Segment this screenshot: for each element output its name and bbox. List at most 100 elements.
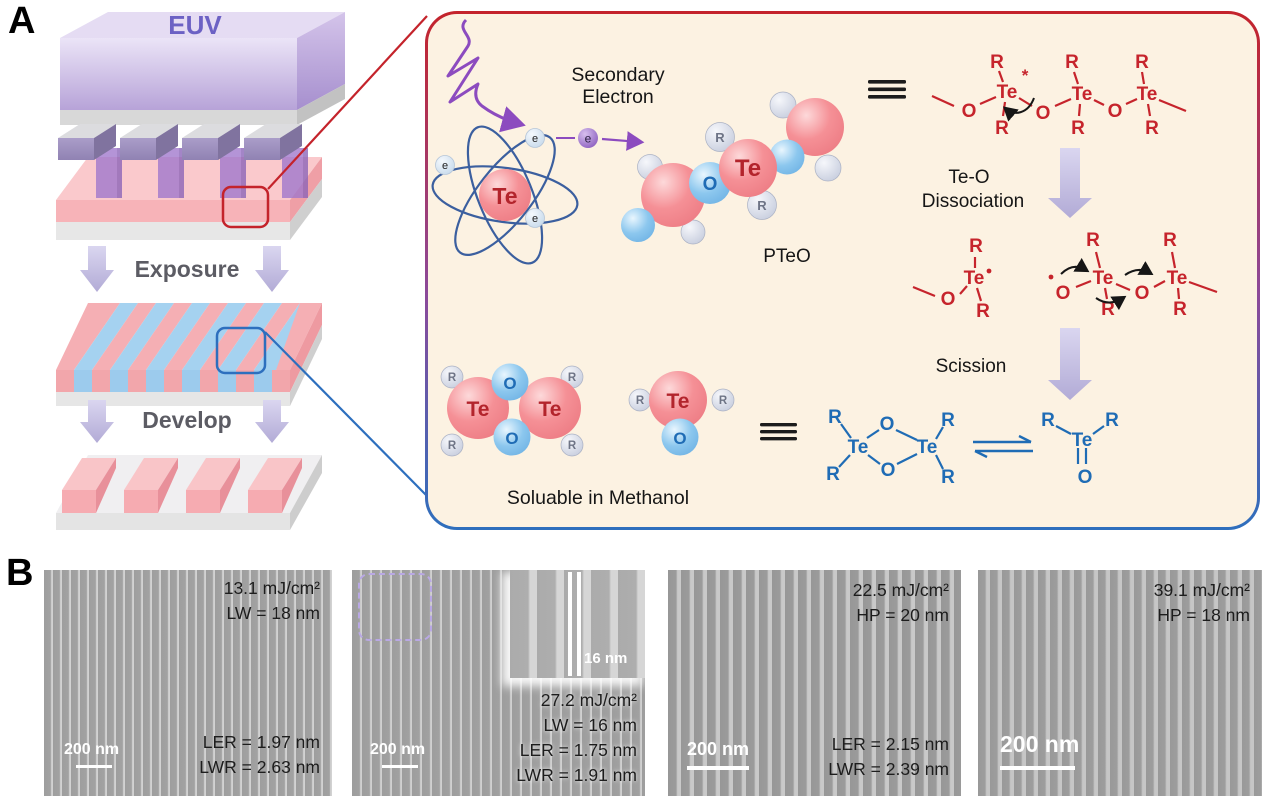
svg-text:O: O	[673, 429, 686, 448]
svg-text:Te: Te	[467, 398, 490, 421]
telluroxide-monomer-structure	[1055, 425, 1105, 464]
svg-text:R: R	[941, 467, 955, 488]
secondary-electron-caption-line1: Secondary	[571, 64, 664, 86]
o-atom-label: O	[703, 174, 718, 195]
litho-process-diagram: EUV Exposure	[56, 10, 428, 530]
svg-text:Te: Te	[917, 437, 938, 458]
pteo-molecule-model: R R O Te	[621, 91, 844, 245]
lwr-label: LWR = 1.91 nm	[516, 765, 637, 785]
dissociated-fragments	[912, 251, 1218, 302]
sem-image-1: 13.1 mJ/cm² LW = 18 nm LER = 1.97 nm LWR…	[44, 570, 332, 796]
orbit	[454, 134, 556, 256]
svg-text:O: O	[1078, 467, 1093, 488]
pteo-polymer-structure	[931, 70, 1187, 117]
dose-label: 22.5 mJ/cm²	[852, 580, 949, 600]
svg-text:O: O	[1056, 283, 1071, 304]
red-callout-line	[267, 15, 428, 190]
soluble-caption: Soluable in Methanol	[507, 487, 689, 509]
svg-text:R: R	[990, 52, 1004, 73]
develop-step: Develop	[80, 400, 289, 443]
develop-arrow-left	[80, 400, 114, 443]
dose-label: 27.2 mJ/cm²	[540, 690, 637, 710]
radical-dot	[1048, 274, 1054, 280]
svg-text:R: R	[448, 372, 457, 384]
orbit	[431, 165, 579, 225]
scale-bar	[76, 765, 112, 768]
svg-text:R: R	[1145, 118, 1159, 139]
orbit	[466, 125, 544, 265]
svg-text:R: R	[1041, 410, 1055, 431]
inset-marker-line	[577, 572, 581, 676]
svg-text:R: R	[1071, 118, 1085, 139]
dimer-atom-labels: R R Te O O Te R R	[826, 407, 955, 488]
dashed-highlight-box	[358, 573, 432, 641]
developed-pattern	[56, 455, 322, 530]
sem1-top-annotations: 13.1 mJ/cm² LW = 18 nm	[224, 576, 320, 626]
blue-callout-line	[264, 331, 428, 497]
telluroxide-dimer-structure	[838, 423, 944, 470]
svg-text:R: R	[568, 440, 577, 452]
exposed-film	[56, 303, 322, 406]
exposure-arrow-right	[255, 246, 289, 292]
scale-bar	[382, 765, 418, 768]
r-group-label: R	[715, 130, 725, 145]
svg-text:Te: Te	[848, 437, 869, 458]
euv-photon-zigzag-arrow	[446, 18, 526, 133]
svg-text:O: O	[505, 429, 518, 448]
sem3-roughness-annotations: LER = 2.15 nm LWR = 2.39 nm	[828, 732, 949, 782]
te-atom: Te e e e	[431, 125, 579, 265]
dissociation-label-line2: Dissociation	[922, 191, 1024, 212]
svg-text:R: R	[448, 440, 457, 452]
red-callout-box	[221, 185, 270, 229]
svg-text:O: O	[941, 289, 956, 310]
svg-text:Te: Te	[539, 398, 562, 421]
dose-label: 39.1 mJ/cm²	[1153, 580, 1250, 600]
svg-text:R: R	[1065, 52, 1079, 73]
scission-down-arrow	[1048, 328, 1092, 400]
electron-label: e	[442, 160, 448, 172]
exposure-step: Exposure	[80, 246, 289, 292]
scale-bar-label: 200 nm	[1000, 731, 1080, 757]
svg-text:O: O	[503, 374, 516, 393]
svg-text:O: O	[880, 414, 895, 435]
scale-bar-group: 200 nm	[370, 741, 425, 768]
scale-bar	[687, 766, 749, 770]
lwr-label: LWR = 2.39 nm	[828, 759, 949, 779]
scale-bar-label: 200 nm	[370, 741, 426, 758]
sem-image-2: 16 nm 27.2 mJ/cm² LW = 16 nm LER = 1.75 …	[352, 570, 645, 796]
ler-label: LER = 2.15 nm	[831, 734, 949, 754]
electron-shift-curved-arrow	[1002, 97, 1035, 122]
svg-text:O: O	[1036, 103, 1051, 124]
svg-text:R: R	[1105, 410, 1119, 431]
scale-bar-group: 200 nm	[1000, 731, 1079, 770]
develop-arrow-right	[255, 400, 289, 443]
pteo-label: PTeO	[763, 246, 811, 267]
excited-star: *	[1022, 66, 1029, 85]
euv-label: EUV	[168, 10, 222, 40]
r-group-label: R	[757, 198, 767, 213]
scale-bar-group: 200 nm	[64, 741, 119, 768]
linewidth-label: LW = 18 nm	[226, 603, 320, 623]
svg-text:R: R	[828, 407, 842, 428]
sem2-annotations: 27.2 mJ/cm² LW = 16 nm LER = 1.75 nm LWR…	[516, 688, 637, 788]
polymer-atom-labels: R R R Te Te Te O O O R R R *	[962, 52, 1160, 139]
svg-text:R: R	[826, 464, 840, 485]
svg-text:R: R	[636, 395, 645, 407]
dimer-ball-model: R R R R Te Te O O	[440, 363, 584, 457]
sem1-roughness-annotations: LER = 1.97 nm LWR = 2.63 nm	[199, 730, 320, 780]
svg-text:R: R	[1173, 299, 1187, 320]
dissociation-down-arrow	[1048, 148, 1092, 218]
equivalence-icon	[868, 80, 906, 99]
mechanism-panel-frame: Te e e e e Secondary Electron	[425, 11, 1260, 530]
mechanism-panel: Te e e e e Secondary Electron	[428, 14, 1257, 527]
develop-label: Develop	[142, 407, 231, 433]
svg-text:Te: Te	[1167, 268, 1188, 289]
monomer-ball-model: R R Te O	[628, 371, 735, 456]
svg-text:R: R	[1086, 230, 1100, 251]
svg-text:R: R	[568, 372, 577, 384]
svg-text:R: R	[1163, 230, 1177, 251]
svg-text:O: O	[1108, 101, 1123, 122]
svg-text:O: O	[1135, 283, 1150, 304]
svg-text:Te: Te	[1072, 84, 1093, 105]
lwr-label: LWR = 2.63 nm	[199, 757, 320, 777]
